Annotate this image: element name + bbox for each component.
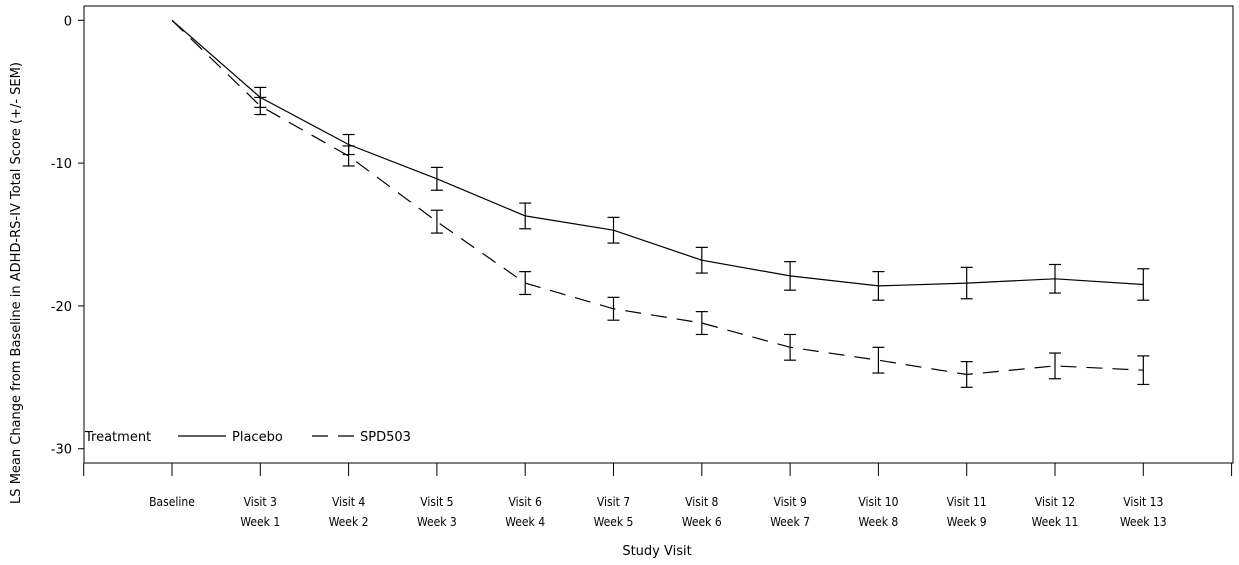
x-tick-label: Visit 4 [332, 495, 365, 509]
y-tick-label: -10 [51, 157, 72, 172]
x-tick-label: Visit 7 [597, 495, 630, 509]
error-bar-spd503 [695, 311, 708, 336]
error-bar-spd503 [607, 296, 620, 321]
error-bar-spd503 [960, 361, 973, 388]
y-tick-label: -20 [51, 300, 72, 315]
error-bar-spd503 [342, 145, 355, 167]
x-tick-label: Visit 9 [773, 495, 806, 509]
y-axis-title: LS Mean Change from Baseline in ADHD-RS-… [9, 62, 24, 504]
error-bar-placebo [519, 202, 532, 230]
series-line-spd503 [171, 19, 1144, 376]
x-tick-label: Visit 12 [1035, 495, 1075, 509]
x-tick-label: Visit 5 [420, 495, 453, 509]
x-tick-label-week: Week 6 [682, 515, 722, 529]
error-bar-spd503 [519, 271, 532, 296]
x-tick-label: Baseline [149, 495, 195, 509]
error-bar-spd503 [872, 346, 885, 374]
x-tick-label: Visit 11 [947, 495, 987, 509]
error-bar-spd503 [1137, 355, 1150, 386]
x-tick-label: Visit 8 [685, 495, 718, 509]
error-bar-placebo [430, 166, 443, 191]
error-bar-spd503 [1049, 352, 1061, 380]
x-tick-label-week: Week 13 [1120, 515, 1167, 529]
x-tick-label: Visit 10 [858, 495, 898, 509]
error-bar-placebo [872, 271, 885, 301]
error-bar-placebo [960, 266, 973, 300]
error-bar-spd503 [254, 96, 267, 116]
series-line-placebo [171, 19, 1144, 287]
x-tick-label-week: Week 3 [417, 515, 457, 529]
legend-title: Treatment [84, 430, 151, 445]
error-bar-placebo [1137, 268, 1150, 301]
x-axis-title: Study Visit [622, 544, 691, 559]
x-tick-label-week: Week 7 [770, 515, 810, 529]
error-bar-spd503 [784, 333, 797, 361]
x-tick-label: Visit 13 [1123, 495, 1163, 509]
x-tick-label-week: Week 2 [329, 515, 369, 529]
x-tick-label: Visit 3 [244, 495, 277, 509]
x-tick-label-week: Week 11 [1032, 515, 1079, 529]
x-tick-label-week: Week 8 [858, 515, 898, 529]
x-tick-label-week: Week 4 [505, 515, 545, 529]
y-tick-label: 0 [64, 14, 72, 29]
plot-frame [83, 5, 1234, 464]
error-bar-placebo [607, 216, 620, 244]
legend-label-spd503: SPD503 [360, 430, 411, 445]
error-bar-spd503 [430, 209, 443, 234]
y-tick-label: -30 [51, 443, 72, 458]
x-tick-label-week: Week 1 [240, 515, 280, 529]
x-tick-label-week: Week 9 [947, 515, 987, 529]
x-tick-label: Visit 6 [509, 495, 542, 509]
x-tick-label-week: Week 5 [594, 515, 634, 529]
error-bar-placebo [1049, 263, 1061, 294]
error-bar-placebo [695, 246, 708, 274]
error-bar-placebo [784, 261, 797, 291]
legend-label-placebo: Placebo [232, 430, 283, 445]
